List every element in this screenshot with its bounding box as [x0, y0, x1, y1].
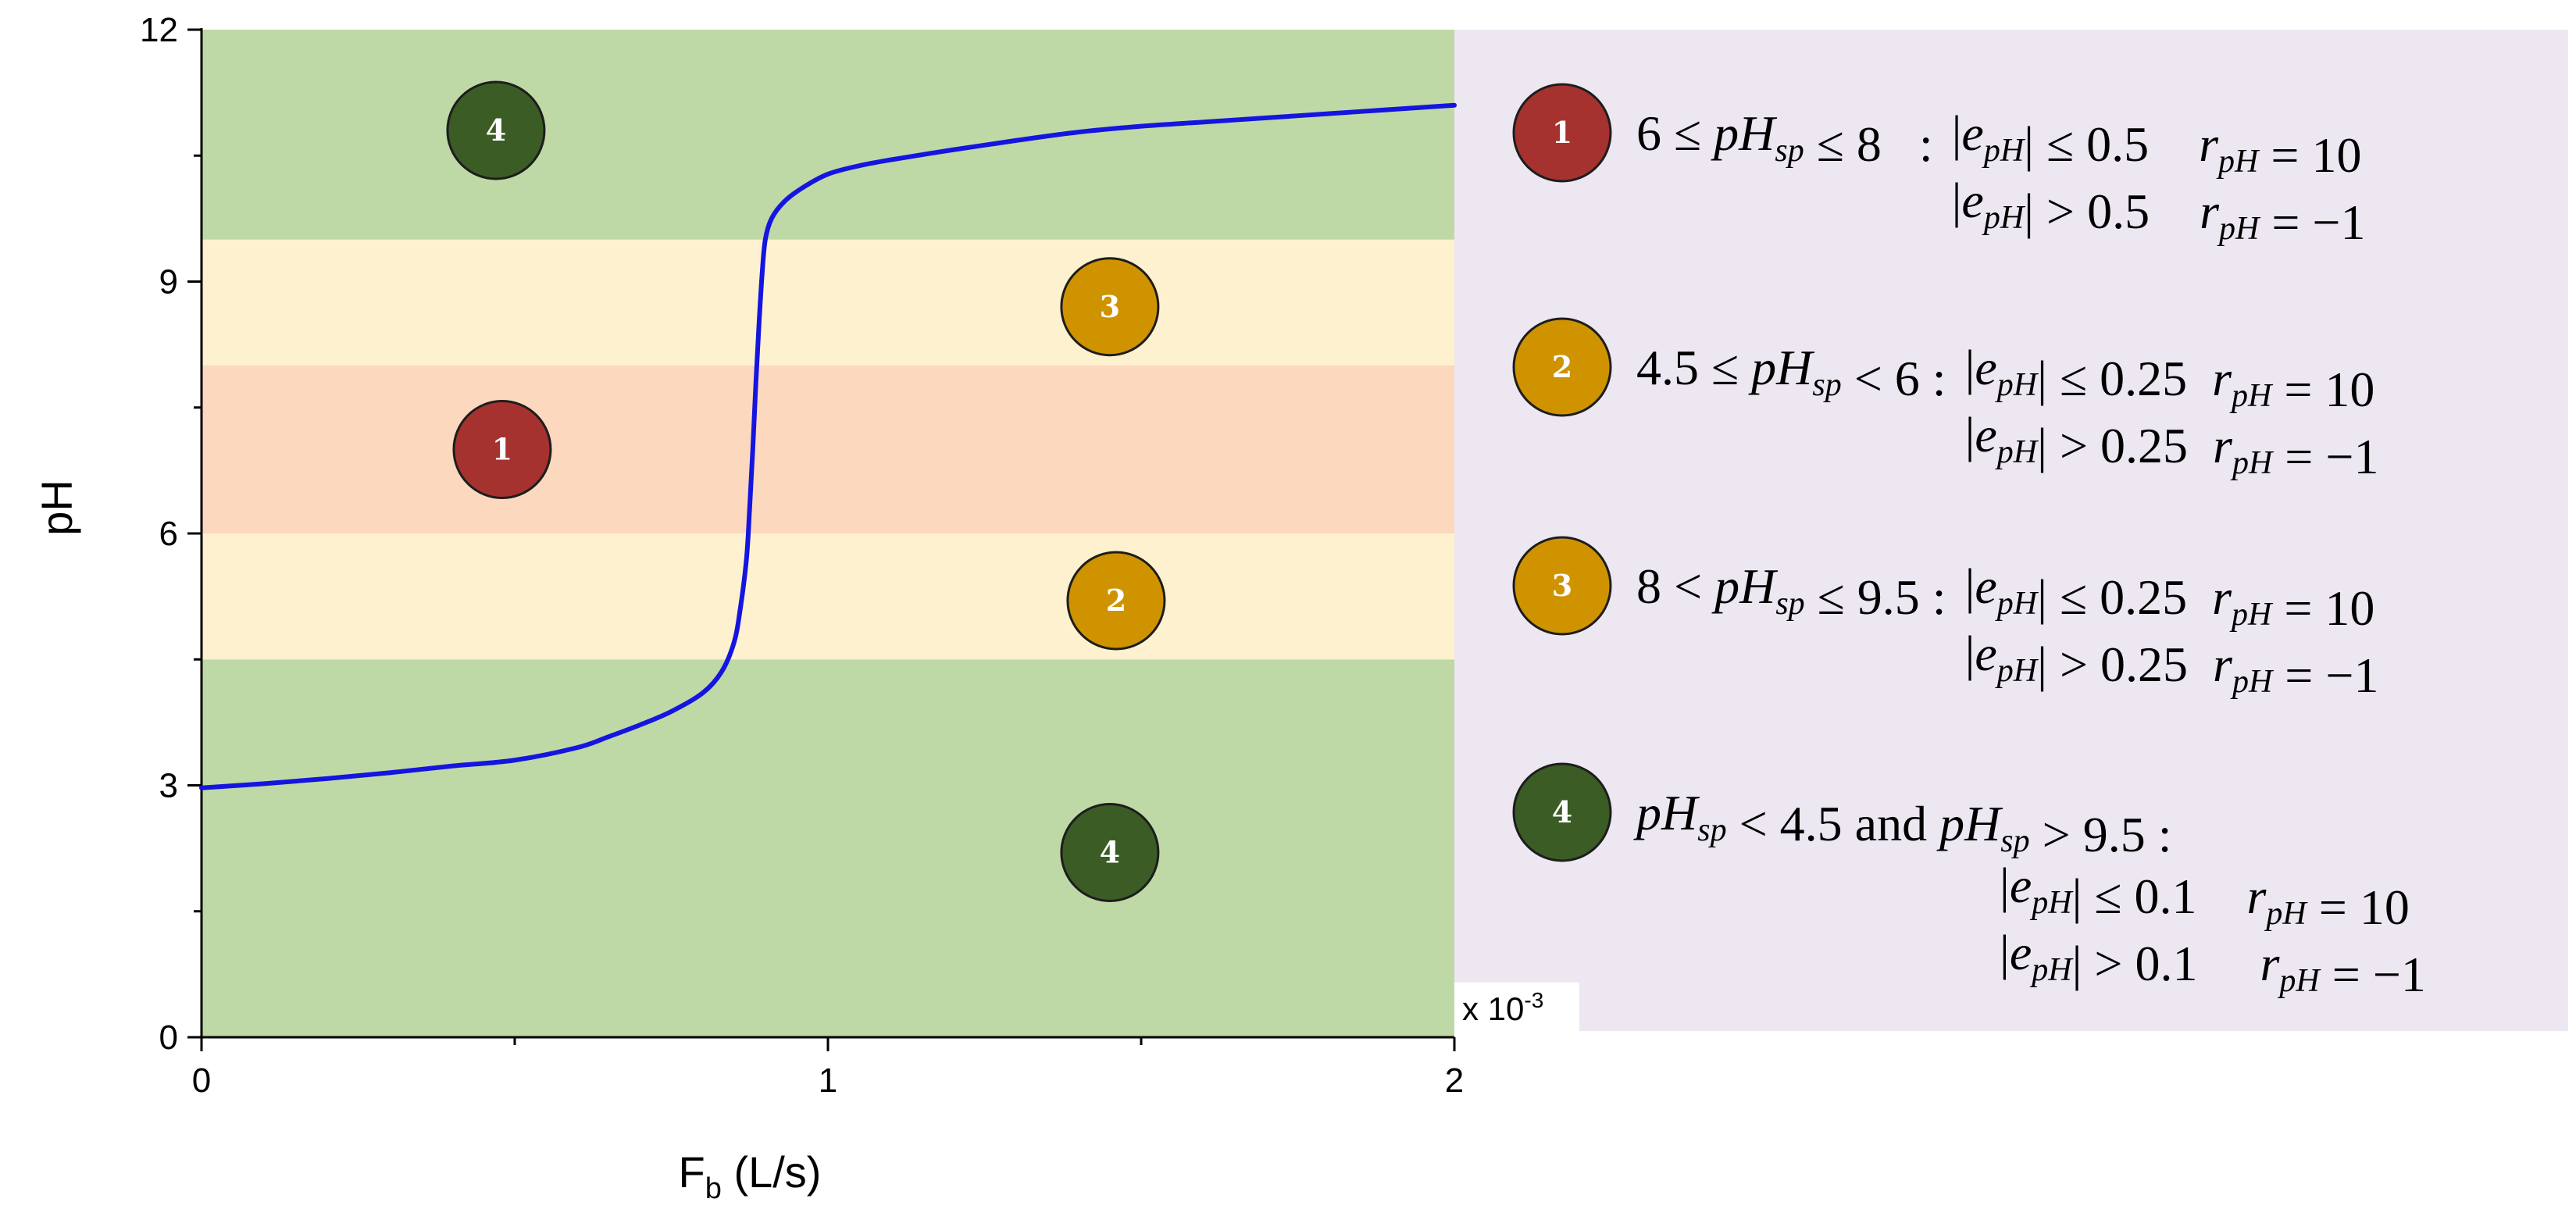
- legend-badge-1-label: 1: [1552, 115, 1572, 150]
- legend-panel: [1454, 30, 2568, 1031]
- legend-rule-3-line2: |epH| > 0.25 rpH = −1: [1965, 626, 2379, 703]
- zone-marker-1: 1: [452, 400, 552, 499]
- y-axis-title: pH: [32, 480, 81, 536]
- zone-marker-4-circle: [446, 80, 546, 180]
- legend-rule-4-line2: |epH| > 0.1 rpH = −1: [2000, 925, 2426, 1002]
- legend-badge-2-circle: [1512, 317, 1612, 417]
- x-multiplier-base: x 10: [1462, 990, 1524, 1027]
- legend-rule-1-condition: 6 ≤ pHsp ≤ 8 :: [1636, 105, 1933, 172]
- zone-marker-4-circle: [1060, 803, 1160, 902]
- legend-badge-1: 1: [1512, 83, 1612, 183]
- legend-badge-3-circle: [1512, 536, 1612, 636]
- zone-marker-2-circle: [1066, 551, 1166, 651]
- zone-marker-4: 4: [446, 80, 546, 180]
- legend-badge-2: 2: [1512, 317, 1612, 417]
- y-tick-label: 12: [140, 11, 178, 49]
- x-multiplier: x 10-3: [1454, 983, 1579, 1031]
- zone-marker-2-label: 2: [1106, 583, 1126, 618]
- zone-band-3: [202, 239, 1454, 366]
- legend-badge-2-label: 2: [1552, 349, 1572, 384]
- legend-rule-1-line1: |epH| ≤ 0.5 rpH = 10: [1952, 105, 2362, 183]
- zone-marker-3-label: 3: [1100, 289, 1120, 324]
- legend-badge-4-label: 4: [1552, 794, 1572, 829]
- y-tick-label: 6: [159, 515, 178, 553]
- y-tick-label: 0: [159, 1018, 178, 1057]
- x-axis-title: Fb (L/s): [679, 1147, 822, 1205]
- legend-badge-4: 4: [1512, 762, 1612, 862]
- legend-rule-4-condition: pHsp < 4.5 and pHsp > 9.5 :: [1633, 785, 2172, 862]
- x-axis-title-main: F: [679, 1147, 705, 1197]
- legend-badge-3-label: 3: [1552, 568, 1572, 603]
- ph-curve-0: [199, 102, 1457, 790]
- x-multiplier-exp: -3: [1524, 988, 1543, 1012]
- zone-marker-1-circle: [452, 400, 552, 499]
- legend-rule-2-line2: |epH| > 0.25 rpH = −1: [1965, 407, 2379, 484]
- zone-band-2: [202, 366, 1454, 533]
- legend-rule-2-line1: |epH| ≤ 0.25 rpH = 10: [1965, 340, 2375, 417]
- x-tick-label: 1: [819, 1061, 837, 1100]
- zone-band-4: [202, 30, 1454, 240]
- zone-marker-4: 4: [1060, 803, 1160, 902]
- svg-text:x 10-3: x 10-3: [1462, 988, 1543, 1027]
- x-tick-label: 0: [192, 1061, 211, 1100]
- y-tick-label: 9: [159, 263, 178, 301]
- legend-badge-1-circle: [1512, 83, 1612, 183]
- zone-marker-1-label: 1: [492, 432, 512, 467]
- zone-band-0: [202, 659, 1454, 1037]
- zone-marker-2: 2: [1066, 551, 1166, 651]
- x-tick-label: 2: [1445, 1061, 1464, 1100]
- zone-marker-3: 3: [1060, 257, 1160, 357]
- legend-rule-2-condition: 4.5 ≤ pHsp < 6 :: [1636, 340, 1946, 406]
- legend-rule-4-line1: |epH| ≤ 0.1 rpH = 10: [2000, 858, 2410, 935]
- y-tick-label: 3: [159, 767, 178, 805]
- legend-badge-4-circle: [1512, 762, 1612, 862]
- zone-marker-3-circle: [1060, 257, 1160, 357]
- curve-layer: [199, 102, 1457, 790]
- zone-band-1: [202, 533, 1454, 660]
- legend-rule-1-line2: |epH| > 0.5 rpH = −1: [1952, 173, 2366, 250]
- zone-marker-4-label: 4: [1100, 835, 1120, 870]
- legend-badge-3: 3: [1512, 536, 1612, 636]
- zone-marker-4-label: 4: [486, 112, 506, 148]
- zone-markers: 4 3 1 2 4: [446, 80, 1166, 902]
- x-axis-title-unit: (L/s): [722, 1147, 822, 1197]
- ph-zones: [202, 30, 1454, 1037]
- x-axis-title-sub: b: [705, 1172, 722, 1205]
- legend-rule-3-line1: |epH| ≤ 0.25 rpH = 10: [1965, 558, 2375, 636]
- legend-rule-3-condition: 8 < pHsp ≤ 9.5 :: [1636, 558, 1946, 625]
